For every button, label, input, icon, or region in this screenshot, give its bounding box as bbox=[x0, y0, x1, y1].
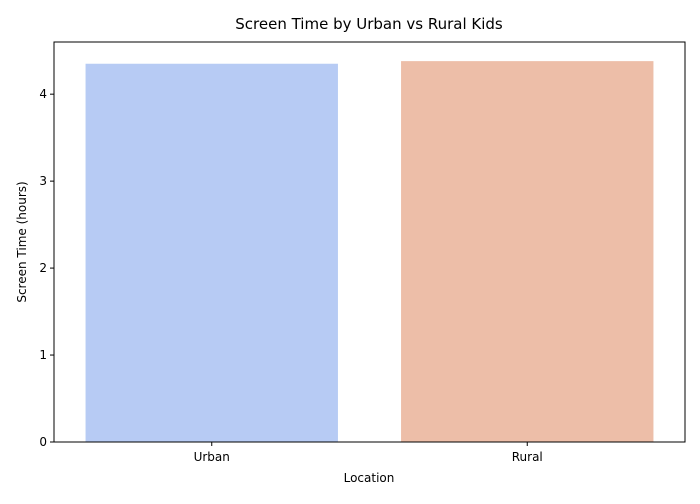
x-tick-label: Urban bbox=[194, 450, 230, 464]
x-axis-label: Location bbox=[344, 471, 395, 485]
bar-urban bbox=[85, 63, 338, 442]
y-tick-label: 3 bbox=[39, 174, 47, 188]
y-tick-label: 2 bbox=[39, 261, 47, 275]
x-tick-label: Rural bbox=[512, 450, 543, 464]
plot-frame bbox=[53, 41, 686, 443]
chart-title: Screen Time by Urban vs Rural Kids bbox=[235, 15, 503, 33]
y-tick-label: 4 bbox=[39, 87, 47, 101]
y-tick-label: 0 bbox=[39, 435, 47, 449]
y-tick-label: 1 bbox=[39, 348, 47, 362]
bar-rural bbox=[401, 61, 654, 443]
y-axis-label: Screen Time (hours) bbox=[15, 181, 29, 302]
plot-area: Urban Rural 0 1 2 3 4 bbox=[39, 61, 654, 464]
